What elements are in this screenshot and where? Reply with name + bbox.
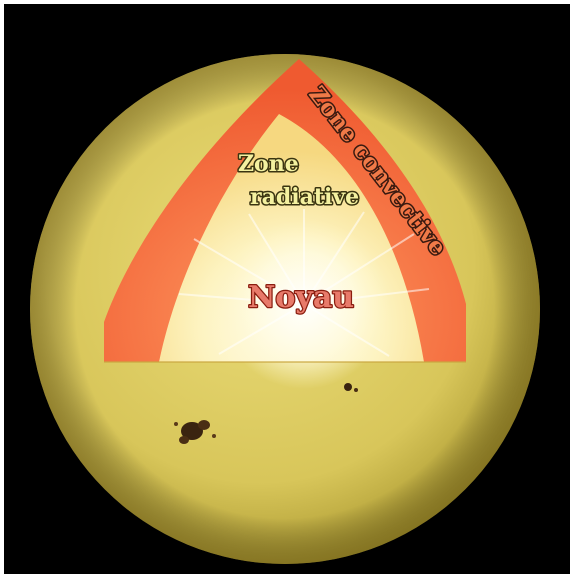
sunspot-group [174,420,216,444]
sun-diagram: Zone convective Zone radiative Noyau [30,54,540,564]
sunspot-small [344,383,358,392]
label-radiative-zone-line1: Zone [238,151,299,177]
image-frame: Zone convective Zone radiative Noyau [4,4,570,574]
label-radiative-zone-line2: radiative [250,184,359,210]
label-core: Noyau [248,280,354,315]
core-glow [178,209,430,389]
